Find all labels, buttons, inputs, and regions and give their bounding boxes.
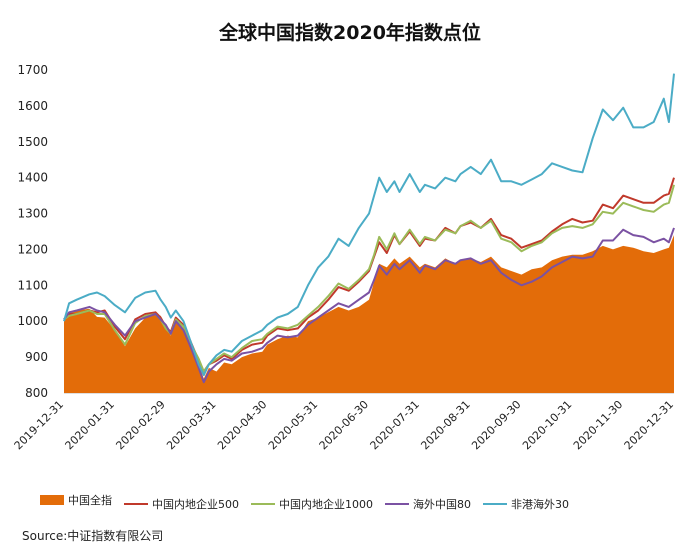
series-line bbox=[63, 73, 675, 377]
legend-swatch bbox=[124, 503, 148, 505]
legend-label: 中国内地企业500 bbox=[152, 498, 239, 511]
legend-swatch bbox=[251, 503, 275, 505]
x-tick-label: 2020-07-31 bbox=[368, 398, 422, 452]
legend-swatch bbox=[483, 503, 507, 505]
chart-legend: 中国全指 中国内地企业500 中国内地企业1000 海外中国80 非港海外30 bbox=[40, 492, 700, 512]
y-tick-label: 800 bbox=[25, 386, 48, 400]
series-line bbox=[63, 227, 675, 384]
legend-label: 非港海外30 bbox=[511, 498, 569, 511]
legend-item: 中国全指 bbox=[40, 492, 112, 508]
y-tick-label: 900 bbox=[25, 350, 48, 364]
chart-title: 全球中国指数2020年指数点位 bbox=[219, 22, 481, 44]
y-tick-label: 1300 bbox=[17, 207, 48, 221]
legend-item: 非港海外30 bbox=[483, 496, 569, 512]
legend-item: 海外中国80 bbox=[385, 496, 471, 512]
y-tick-label: 1700 bbox=[17, 63, 48, 77]
x-tick-label: 2020-10-31 bbox=[520, 398, 574, 452]
y-tick-label: 1600 bbox=[17, 99, 48, 113]
y-tick-label: 1200 bbox=[17, 242, 48, 256]
legend-swatch bbox=[40, 495, 64, 505]
series-line bbox=[63, 184, 675, 373]
source-note: Source:中证指数有限公司 bbox=[22, 529, 164, 543]
x-tick-label: 2019-12-31 bbox=[12, 398, 66, 452]
x-tick-label: 2020-05-31 bbox=[266, 398, 320, 452]
legend-label: 中国内地企业1000 bbox=[279, 498, 373, 511]
x-tick-label: 2020-12-31 bbox=[622, 398, 676, 452]
x-tick-label: 2020-06-30 bbox=[317, 398, 371, 452]
legend-item: 中国内地企业1000 bbox=[251, 496, 373, 512]
series-area bbox=[64, 235, 674, 393]
x-tick-label: 2020-01-31 bbox=[63, 398, 117, 452]
legend-label: 海外中国80 bbox=[413, 498, 471, 511]
x-tick-label: 2020-08-31 bbox=[418, 398, 472, 452]
y-tick-label: 1400 bbox=[17, 171, 48, 185]
x-tick-label: 2020-03-31 bbox=[164, 398, 218, 452]
legend-label: 中国全指 bbox=[68, 494, 112, 507]
y-tick-label: 1100 bbox=[17, 278, 48, 292]
y-tick-label: 1500 bbox=[17, 135, 48, 149]
x-tick-label: 2020-11-30 bbox=[571, 398, 625, 452]
legend-item: 中国内地企业500 bbox=[124, 496, 239, 512]
x-tick-label: 2020-02-29 bbox=[113, 398, 167, 452]
y-tick-label: 1000 bbox=[17, 314, 48, 328]
x-tick-label: 2020-04-30 bbox=[215, 398, 269, 452]
x-tick-label: 2020-09-30 bbox=[469, 398, 523, 452]
legend-swatch bbox=[385, 503, 409, 505]
